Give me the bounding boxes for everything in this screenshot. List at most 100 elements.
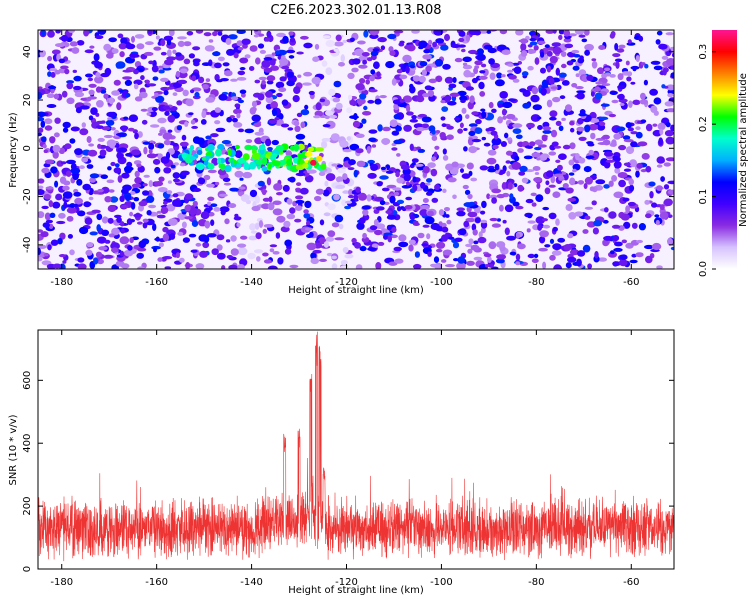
spectrogram-cell [177, 36, 187, 40]
spectrogram-cell [148, 204, 157, 209]
spectrogram-cell [452, 77, 457, 83]
spectrogram-cell [283, 220, 291, 228]
spectrogram-cell [613, 191, 624, 199]
spectrogram-cell [342, 173, 348, 180]
spectrogram-cell [578, 34, 586, 38]
spectrogram-cell [383, 232, 393, 236]
spectrogram-cell [534, 57, 540, 65]
spectrogram-cell [267, 147, 273, 151]
spectrogram-cell [468, 130, 476, 137]
spectrogram-cell [481, 227, 486, 234]
spectrogram-cell [145, 79, 150, 85]
spectrogram-cell [512, 78, 520, 83]
spectrogram-cell [584, 176, 594, 185]
spectrogram-cell [69, 249, 75, 256]
spectrogram-cell [479, 30, 489, 34]
spectrogram-cell [405, 181, 410, 186]
spectrogram-cell [61, 90, 68, 98]
spectrogram-cell [460, 99, 466, 104]
spectrogram-cell [356, 222, 365, 230]
spectrogram-cell [38, 229, 43, 233]
spectrogram-cell [184, 193, 194, 200]
spectrogram-cell [381, 187, 390, 192]
spectrogram-cell [508, 98, 516, 102]
spectrogram-cell [151, 107, 158, 112]
spectrogram-cell [458, 30, 466, 37]
spectrogram-cell [594, 92, 603, 100]
spectrogram-cell [153, 247, 157, 253]
spectrogram-cell [468, 238, 474, 245]
spectrogram-cell [131, 183, 142, 188]
spectrogram-cell [465, 34, 471, 42]
spectrogram-cell [395, 171, 400, 178]
spectrogram-cell [249, 107, 256, 115]
spectrogram-cell [529, 141, 536, 147]
spectrogram-cell [367, 57, 373, 62]
spectrogram-cell [491, 197, 497, 204]
spectrogram-cell [541, 134, 548, 142]
spectrogram-cell [296, 51, 304, 55]
spectrogram-cell [164, 266, 172, 269]
spectrogram-cell [323, 212, 331, 217]
spectrogram-cell [89, 231, 98, 236]
spectrogram-cell [452, 241, 460, 249]
spectrogram-cell [486, 30, 492, 34]
spectrogram-cell [602, 219, 609, 224]
spectrogram-cell [62, 260, 67, 264]
spectrogram-cell [295, 172, 306, 177]
spectrogram-cell [556, 164, 563, 171]
spectrogram-cell [233, 108, 242, 115]
spectrogram-cell [500, 141, 507, 147]
spectrogram-cell [487, 256, 492, 264]
snr-x-tick-label: -80 [528, 577, 544, 588]
spectrogram-cell [458, 228, 467, 236]
spectrogram-cell [231, 117, 238, 123]
spectrogram-cell [526, 122, 535, 129]
colorbar: 0.00.10.20.3 Normalized spectral amplitu… [698, 30, 749, 277]
spectrogram-cell [527, 48, 534, 54]
spectrogram-cell [322, 124, 331, 128]
spectrogram-cell [303, 71, 313, 77]
spectrogram-cell [550, 129, 558, 138]
spectrogram-cell [531, 258, 539, 264]
spectrogram-cell [221, 140, 231, 145]
spectrogram-cell [120, 229, 125, 234]
spectrogram-cell [544, 244, 551, 248]
spectrogram-cell [586, 74, 594, 82]
spectrogram-cell [461, 48, 466, 53]
spectrogram-cell [604, 72, 611, 77]
spectrogram-cell [81, 157, 89, 163]
spectrogram-cell [157, 65, 164, 69]
spectrogram-cell [137, 247, 147, 252]
spectrogram-cell [115, 132, 126, 137]
spectrogram-cell [175, 52, 182, 57]
spectrogram-cell [162, 132, 173, 140]
spectrogram-cell [597, 67, 604, 75]
spectrogram-cell [265, 138, 272, 147]
spectrogram-feature-cell [315, 147, 324, 152]
spectrogram-cell [478, 231, 483, 239]
spectrogram-cell [408, 244, 414, 252]
spectrogram-cell [88, 196, 94, 201]
spectrogram-cell [541, 85, 549, 89]
spectrogram-cell [570, 127, 575, 133]
spectrogram-cell [315, 188, 324, 195]
spectrogram-cell [441, 226, 449, 233]
spectrogram-cell [441, 123, 447, 128]
spectrogram-cell [192, 59, 200, 64]
spectrogram-cell [440, 44, 449, 51]
spectrogram-cell [218, 93, 228, 101]
spectrogram-cell [611, 99, 619, 104]
spectrogram-cell [486, 157, 497, 165]
spectrogram-cell [352, 58, 361, 65]
spectrogram-cell [619, 102, 625, 106]
spectrogram-cell [72, 172, 79, 181]
spectrogram-cell [447, 101, 457, 106]
snr-frame [37, 329, 675, 570]
spectrogram-cell [546, 50, 553, 57]
spectrogram-cell [529, 41, 538, 46]
spectrogram-cell [488, 58, 495, 65]
spectrogram-cell [436, 241, 446, 249]
spectrogram-cell [374, 98, 382, 105]
spectrogram-cell [55, 43, 65, 48]
